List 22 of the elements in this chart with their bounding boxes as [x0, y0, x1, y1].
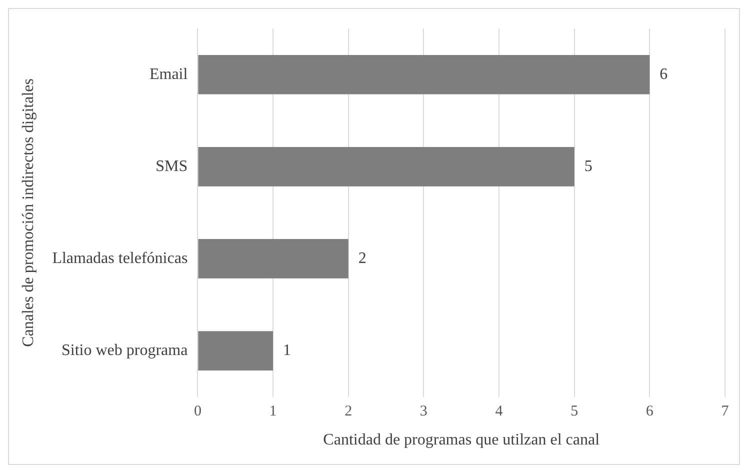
bar: [198, 331, 274, 370]
data-label: 2: [358, 250, 366, 267]
x-tick-label: 1: [269, 404, 277, 420]
x-tick-label: 7: [721, 404, 730, 420]
x-tick-label: 5: [570, 404, 578, 420]
y-tick-label: Sitio web programa: [61, 342, 188, 359]
bar: [198, 54, 650, 94]
bar: [198, 147, 574, 186]
y-tick-label: Email: [149, 66, 188, 83]
data-label: 1: [283, 342, 292, 359]
x-tick-label: 4: [495, 404, 504, 420]
data-label: 5: [584, 158, 592, 175]
x-axis-title: Cantidad de programas que utilzan el canal: [323, 432, 600, 449]
x-tick-label: 3: [420, 404, 428, 420]
data-label: 6: [660, 66, 668, 83]
bar: [198, 239, 348, 278]
y-tick-label: Llamadas telefónicas: [52, 250, 188, 267]
y-axis-title: Canales de promoción indirectos digitales: [20, 78, 37, 347]
y-tick-label: SMS: [156, 158, 188, 175]
x-tick-label: 2: [344, 404, 352, 420]
x-tick-label: 0: [194, 404, 202, 420]
x-tick-label: 6: [646, 404, 654, 420]
